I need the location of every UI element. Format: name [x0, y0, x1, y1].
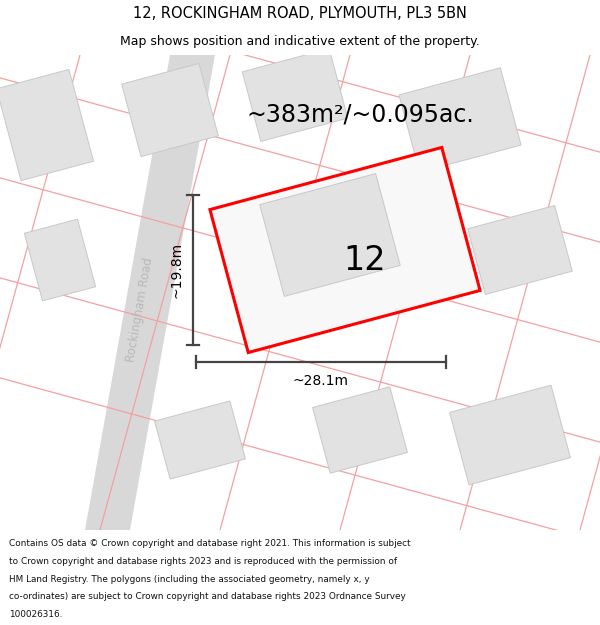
Text: HM Land Registry. The polygons (including the associated geometry, namely x, y: HM Land Registry. The polygons (includin…: [9, 574, 370, 584]
Polygon shape: [313, 387, 407, 473]
Text: Contains OS data © Crown copyright and database right 2021. This information is : Contains OS data © Crown copyright and d…: [9, 539, 410, 549]
Polygon shape: [260, 174, 400, 296]
Text: Rockingham Road: Rockingham Road: [124, 257, 155, 363]
Text: ~28.1m: ~28.1m: [293, 374, 349, 388]
Text: 12: 12: [344, 244, 386, 276]
Polygon shape: [242, 49, 348, 141]
Text: 100026316.: 100026316.: [9, 610, 62, 619]
Text: co-ordinates) are subject to Crown copyright and database rights 2023 Ordnance S: co-ordinates) are subject to Crown copyr…: [9, 592, 406, 601]
Polygon shape: [85, 55, 215, 530]
Polygon shape: [155, 401, 245, 479]
Polygon shape: [449, 385, 571, 485]
Text: 12, ROCKINGHAM ROAD, PLYMOUTH, PL3 5BN: 12, ROCKINGHAM ROAD, PLYMOUTH, PL3 5BN: [133, 6, 467, 21]
Text: to Crown copyright and database rights 2023 and is reproduced with the permissio: to Crown copyright and database rights 2…: [9, 557, 397, 566]
Text: ~19.8m: ~19.8m: [169, 242, 183, 298]
Polygon shape: [25, 219, 95, 301]
Text: ~383m²/~0.095ac.: ~383m²/~0.095ac.: [246, 103, 474, 127]
Text: Map shows position and indicative extent of the property.: Map shows position and indicative extent…: [120, 35, 480, 48]
Polygon shape: [0, 69, 94, 181]
Polygon shape: [122, 63, 218, 157]
Polygon shape: [210, 148, 480, 352]
Polygon shape: [468, 206, 572, 294]
Polygon shape: [399, 68, 521, 173]
